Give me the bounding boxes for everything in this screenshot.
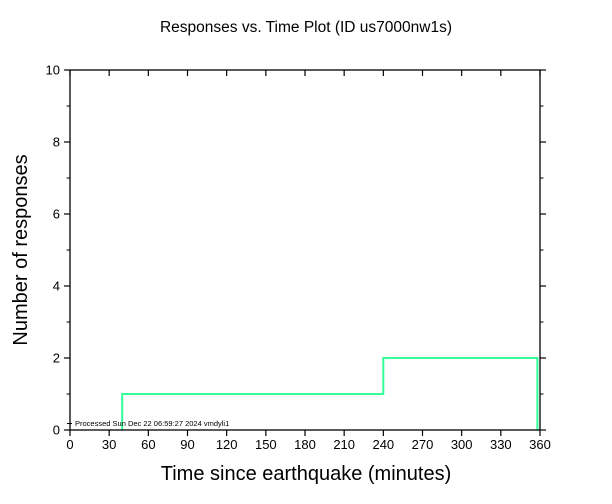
response-step-line	[121, 357, 539, 430]
y-tick-label: 4	[53, 279, 60, 294]
x-tick-label: 0	[66, 437, 73, 452]
chart-title: Responses vs. Time Plot (ID us7000nw1s)	[160, 19, 452, 36]
x-axis-label: Time since earthquake (minutes)	[161, 463, 452, 485]
x-tick-label: 60	[141, 437, 155, 452]
y-tick-label: 2	[53, 351, 60, 366]
x-tick-label: 30	[102, 437, 116, 452]
x-tick-label: 240	[372, 437, 394, 452]
x-tick-label: 360	[529, 437, 551, 452]
x-tick-label: 300	[451, 437, 473, 452]
y-tick-label: 10	[46, 63, 60, 78]
x-tick-label: 330	[490, 437, 512, 452]
x-tick-label: 90	[180, 437, 194, 452]
x-tick-label: 150	[255, 437, 277, 452]
x-tick-label: 270	[412, 437, 434, 452]
plot-area: 0 30 60 90 120 150 180 210 240 270 300 330 360 0 2 4 6 8 1…	[46, 63, 551, 453]
x-tick-label: 120	[216, 437, 238, 452]
y-tick-label: 6	[53, 207, 60, 222]
y-tick-label: 8	[53, 135, 60, 150]
x-tick-label: 210	[333, 437, 355, 452]
plot-frame	[69, 69, 541, 431]
y-axis-label: Number of responses	[10, 154, 32, 345]
y-tick-label: 0	[53, 423, 60, 438]
x-tick-label: 180	[294, 437, 316, 452]
processed-timestamp: Processed Sun Dec 22 06:59:27 2024 vmdyl…	[75, 419, 229, 428]
